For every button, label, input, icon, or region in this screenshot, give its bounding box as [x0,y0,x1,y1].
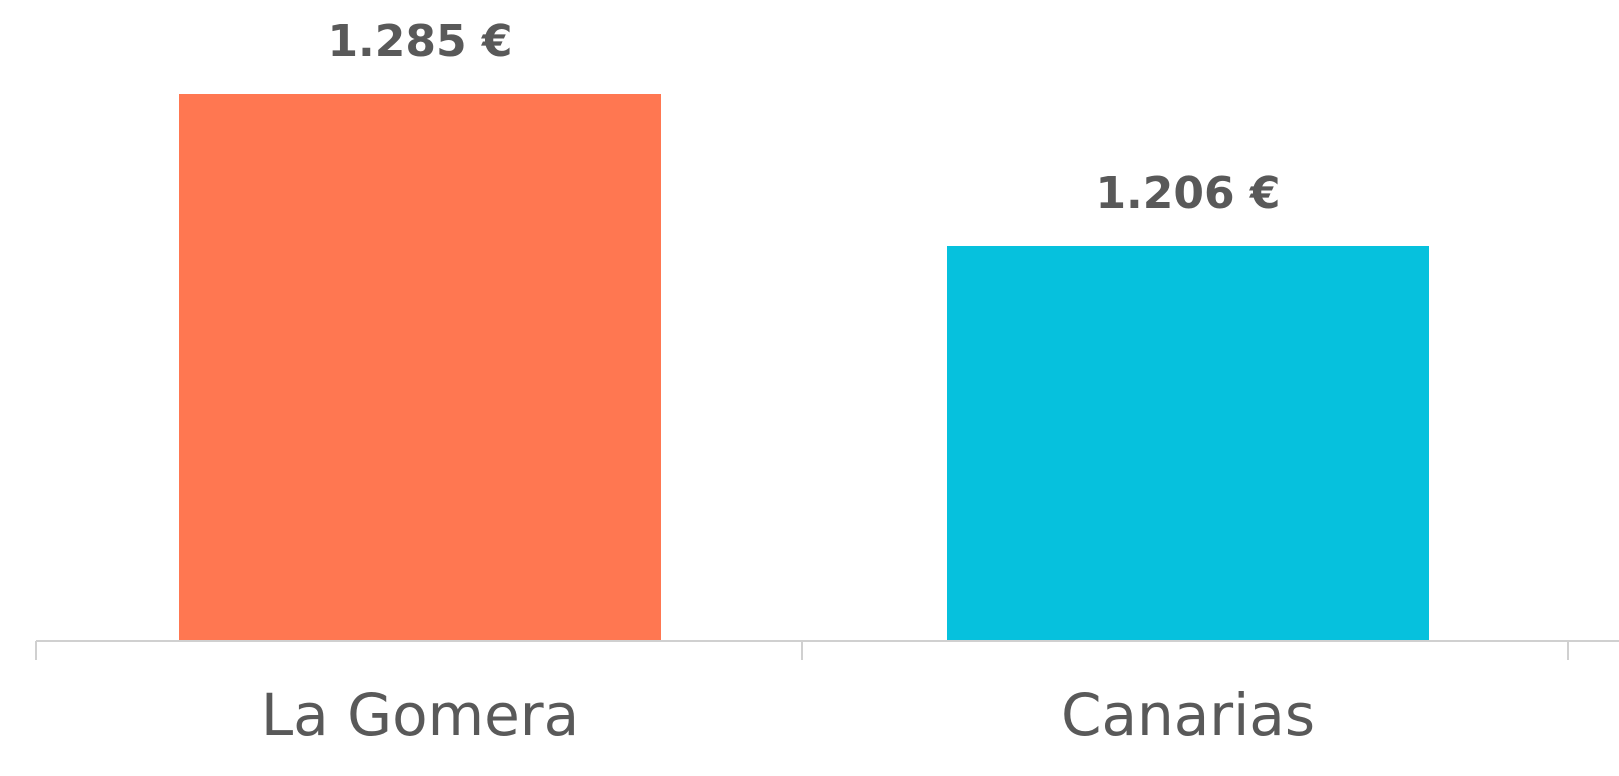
bars-layer [179,94,1429,640]
x-tick-label-la-gomera: La Gomera [261,681,579,749]
data-label-canarias: 1.206 € [1095,168,1280,219]
bar-la-gomera [179,94,661,640]
x-axis [35,640,1619,660]
bar-canarias [947,246,1429,640]
data-label-la-gomera: 1.285 € [327,16,512,67]
x-tick-label-canarias: Canarias [1061,681,1315,749]
labels-layer: 1.285 € La Gomera 1.206 € Canarias [261,16,1315,749]
